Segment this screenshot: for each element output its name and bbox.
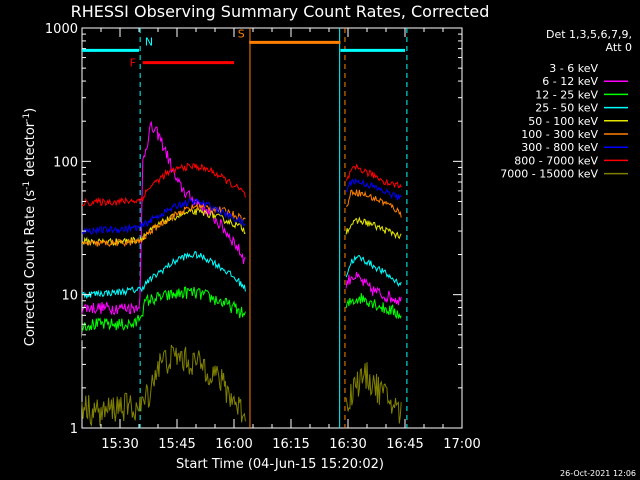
legend-entry-label: 7000 - 15000 keV <box>500 168 598 181</box>
x-tick-label: 16:00 <box>215 437 252 452</box>
legend-entry-label: 25 - 50 keV <box>535 102 598 115</box>
y-tick-label: 10 <box>61 289 78 304</box>
series-line-5 <box>81 202 246 248</box>
y-axis-label-main: Corrected Count Rate (s <box>23 190 38 347</box>
y-axis-label-mid: detector <box>23 121 38 181</box>
footer-timestamp: 26-Oct-2021 12:06 <box>560 469 636 478</box>
series-line-3 <box>81 250 246 300</box>
legend-header-1: Det 1,3,5,6,7,9, <box>546 28 632 41</box>
x-tick-label: 15:45 <box>158 437 195 452</box>
series-line-8-segment-2 <box>345 362 402 424</box>
series-line-8 <box>81 344 246 427</box>
y-axis-label: Corrected Count Rate (s-1 detector-1) <box>22 108 38 346</box>
x-tick-label: 17:00 <box>443 437 480 452</box>
legend-entry-label: 12 - 25 keV <box>535 88 598 101</box>
series-line-2 <box>81 286 246 332</box>
y-tick-label: 1000 <box>45 22 78 37</box>
series-line-5-segment-2 <box>345 189 402 218</box>
series-line-3-segment-2 <box>345 255 402 287</box>
legend-entry-label: 800 - 7000 keV <box>514 154 598 167</box>
series-line-0-segment-2 <box>345 310 402 336</box>
x-tick-label: 16:30 <box>329 437 366 452</box>
marker-label-S: S <box>238 27 245 40</box>
series-line-4-segment-2 <box>345 216 402 240</box>
legend-header-2: Att 0 <box>606 41 632 54</box>
marker-label-F: F <box>130 57 136 70</box>
x-tick-label: 16:45 <box>386 437 423 452</box>
x-axis-label: Start Time (04-Jun-15 15:20:02) <box>176 457 384 472</box>
series-line-1 <box>81 120 246 316</box>
y-axis-label-end: ) <box>23 108 38 113</box>
series-line-6 <box>81 197 246 236</box>
y-tick-label: 1 <box>70 422 78 437</box>
series-line-6-segment-2 <box>345 177 402 201</box>
series-line-2-segment-2 <box>345 293 402 320</box>
y-axis-label-sup2: -1 <box>22 113 32 122</box>
plot-area: NF S <box>81 27 408 428</box>
series-line-1-segment-2 <box>345 271 402 306</box>
y-tick-label: 100 <box>53 155 78 170</box>
series-line-7-segment-2 <box>345 163 402 189</box>
legend-entry-label: 3 - 6 keV <box>549 62 598 75</box>
marker-label-N: N <box>145 35 153 48</box>
series-line-7 <box>81 162 246 207</box>
legend-entry-label: 50 - 100 keV <box>528 115 598 128</box>
legend-entry-label: 100 - 300 keV <box>521 128 598 141</box>
x-tick-label: 15:30 <box>101 437 138 452</box>
chart-title: RHESSI Observing Summary Count Rates, Co… <box>71 2 490 21</box>
axis-ticks: 1 10 100 1000 15:30 15:45 16:00 16:15 16:30 16:45… <box>45 22 481 452</box>
legend-entry-label: 300 - 800 keV <box>521 141 598 154</box>
x-tick-label: 16:15 <box>272 437 309 452</box>
series-line-0 <box>81 128 246 344</box>
y-axis-label-sup1: -1 <box>22 181 32 190</box>
legend-entry-label: 6 - 12 keV <box>542 75 598 88</box>
